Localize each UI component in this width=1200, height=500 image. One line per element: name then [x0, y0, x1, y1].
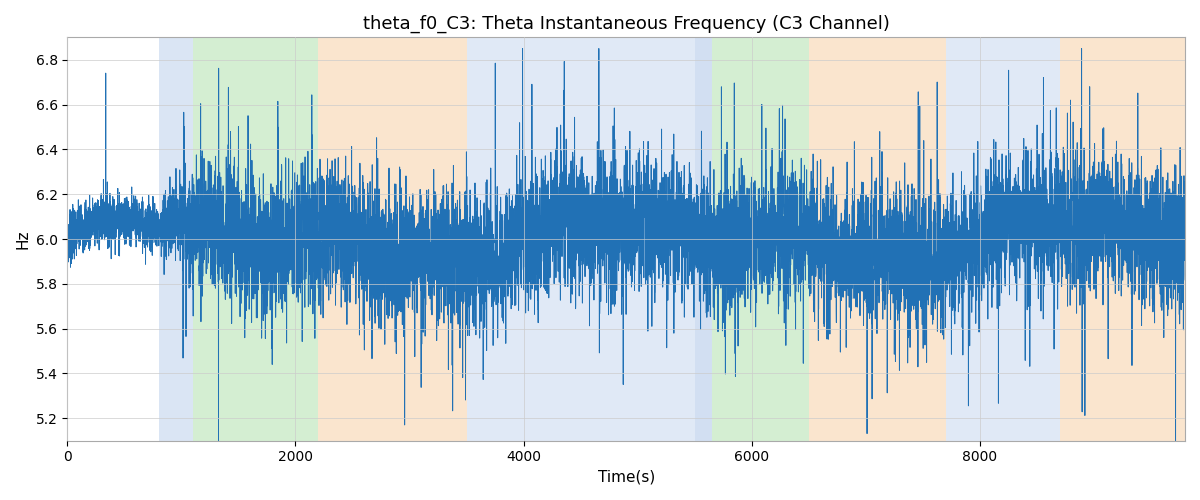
- Bar: [946, 38, 1060, 440]
- Bar: [712, 38, 809, 440]
- Bar: [158, 38, 193, 440]
- X-axis label: Time(s): Time(s): [598, 470, 655, 485]
- Bar: [193, 38, 318, 440]
- Title: theta_f0_C3: Theta Instantaneous Frequency (C3 Channel): theta_f0_C3: Theta Instantaneous Frequen…: [362, 15, 889, 34]
- Y-axis label: Hz: Hz: [16, 230, 30, 249]
- Bar: [1060, 38, 1186, 440]
- Bar: [695, 38, 712, 440]
- Bar: [318, 38, 467, 440]
- Bar: [809, 38, 946, 440]
- Bar: [467, 38, 695, 440]
